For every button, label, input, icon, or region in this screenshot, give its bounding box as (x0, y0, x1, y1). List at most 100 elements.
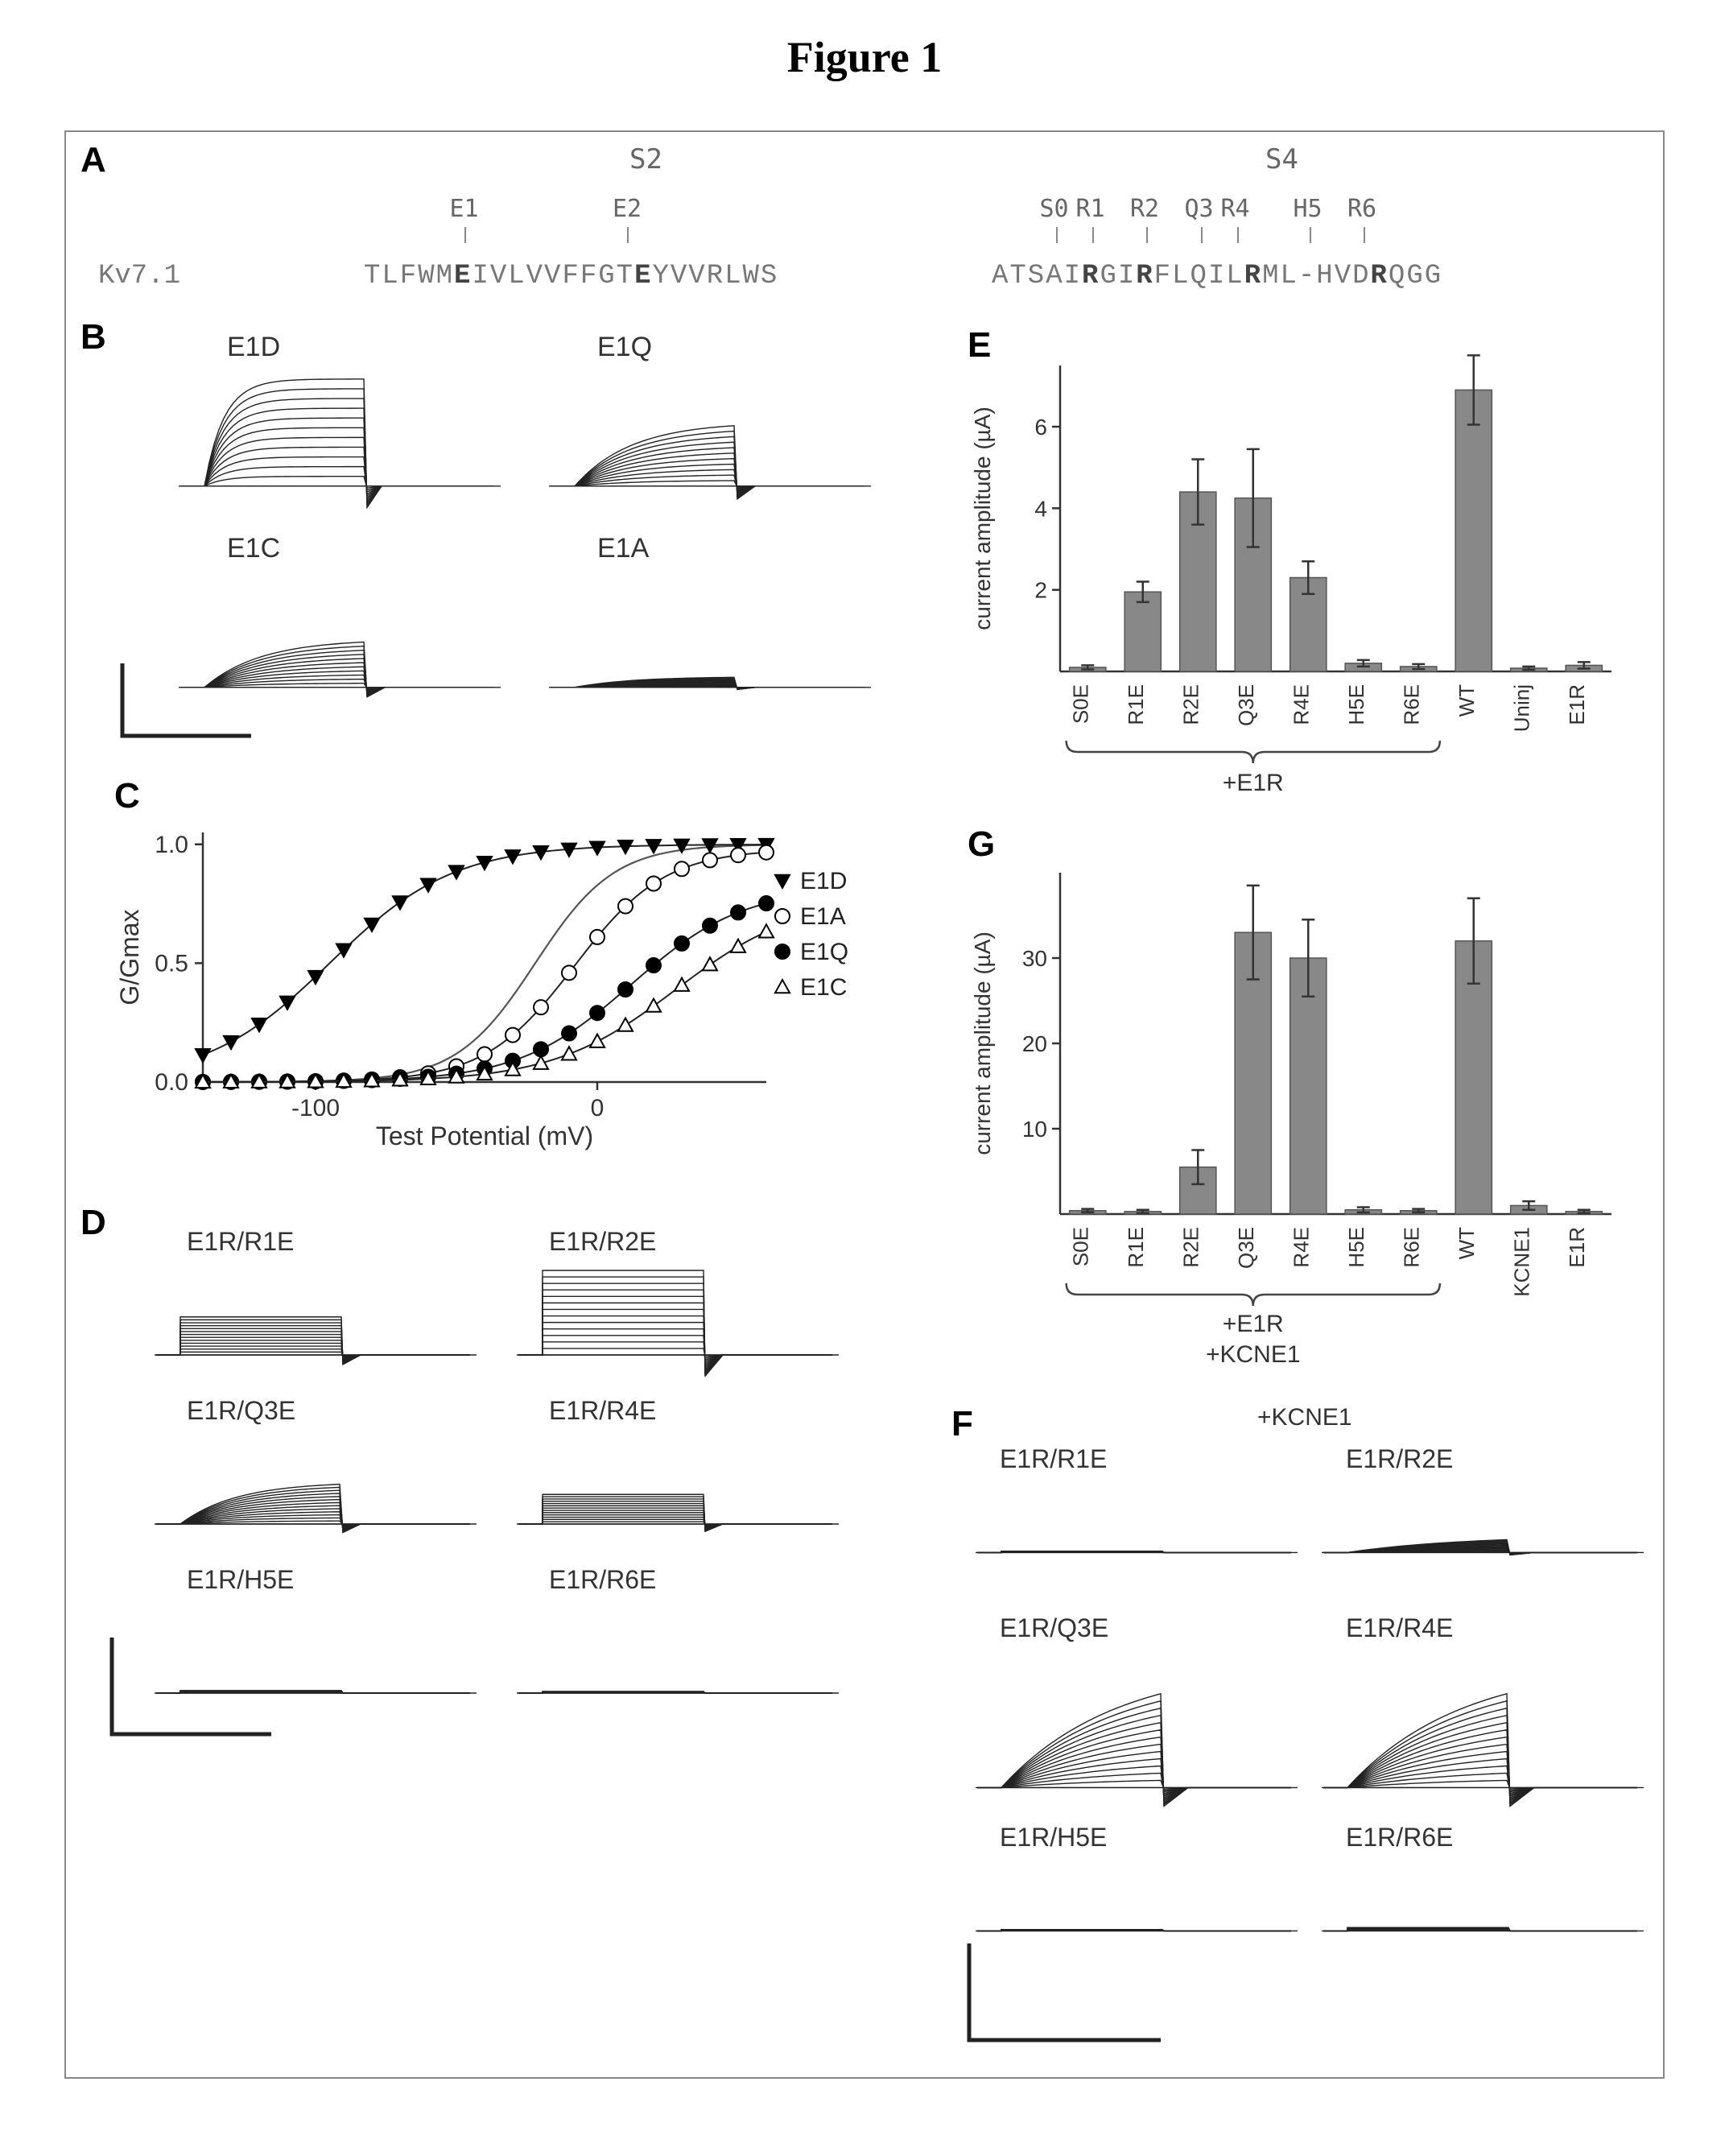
panel-f-header: +KCNE1 (1257, 1404, 1352, 1431)
svg-text:Q3E: Q3E (1234, 1227, 1258, 1269)
svg-text:4: 4 (1034, 496, 1047, 521)
trace-label: E1R/R4E (1346, 1613, 1453, 1643)
svg-text:R6E: R6E (1399, 1227, 1423, 1268)
trace-label: E1Q (597, 332, 652, 363)
seq-tick (1364, 227, 1365, 243)
svg-text:20: 20 (1022, 1031, 1047, 1056)
seq-tick (1237, 227, 1239, 243)
trace-label: E1A (597, 533, 649, 564)
svg-text:Test Potential (mV): Test Potential (mV) (376, 1121, 593, 1150)
svg-text:S0E: S0E (1068, 684, 1092, 724)
svg-text:R6E: R6E (1399, 684, 1423, 725)
svg-text:E1R: E1R (1565, 1227, 1589, 1268)
trace-family (155, 1256, 477, 1377)
trace-label: E1R/H5E (1000, 1823, 1107, 1852)
svg-text:R1E: R1E (1124, 1227, 1148, 1268)
trace-family (976, 1473, 1298, 1570)
svg-text:WT: WT (1455, 1227, 1479, 1260)
seq-tick (1146, 227, 1148, 243)
svg-text:E1Q: E1Q (800, 939, 848, 965)
figure-container: A S2 S4 Kv7.1 TLFWMEIVLVVFFGTEYVVRLWS AT… (64, 130, 1665, 2079)
trace-family (155, 1594, 477, 1715)
trace-family (976, 1852, 1298, 1948)
seq-position-label: R1 (1076, 195, 1105, 223)
kv-label: Kv7.1 (98, 261, 180, 291)
panel-c-chart: 0.0 0.5 1.0 -100 0 G/Gmax Test Potential (mV) E… (114, 816, 919, 1159)
svg-text:30: 30 (1022, 946, 1047, 971)
s4-sequence: ATSAIRGIRFLQILRML-HVDRQGG (992, 261, 1442, 291)
s4-header: S4 (1265, 143, 1298, 176)
svg-text:R2E: R2E (1178, 1227, 1203, 1268)
trace-label: E1R/R6E (1346, 1823, 1453, 1852)
trace-family (517, 1256, 839, 1377)
svg-text:Uninj: Uninj (1509, 684, 1533, 732)
svg-text:10: 10 (1022, 1117, 1047, 1142)
seq-position-label: S0 (1040, 195, 1069, 223)
svg-text:S0E: S0E (1068, 1227, 1092, 1266)
trace-family (976, 1642, 1298, 1819)
trace-family (1322, 1473, 1644, 1570)
svg-text:-100: -100 (291, 1095, 340, 1121)
svg-text:0.0: 0.0 (155, 1069, 188, 1096)
svg-text:R2E: R2E (1178, 684, 1203, 725)
trace-label: E1R/R4E (549, 1396, 656, 1426)
trace-family (517, 1425, 839, 1546)
trace-family (1322, 1642, 1644, 1819)
svg-text:G/Gmax: G/Gmax (115, 909, 144, 1005)
svg-text:0: 0 (591, 1095, 605, 1121)
s2-header: S2 (629, 143, 662, 176)
trace-label: E1R/H5E (187, 1565, 294, 1595)
panel-f-label: F (951, 1404, 973, 1444)
svg-text:+KCNE1: +KCNE1 (1206, 1341, 1301, 1364)
seq-tick (627, 227, 629, 243)
svg-text:Q3E: Q3E (1234, 684, 1258, 726)
seq-position-label: R6 (1347, 195, 1376, 223)
trace-label: E1R/R1E (187, 1227, 294, 1257)
seq-position-label: H5 (1294, 195, 1323, 223)
svg-text:1.0: 1.0 (155, 832, 188, 858)
svg-text:6: 6 (1034, 415, 1047, 440)
trace-label: E1C (227, 533, 280, 564)
seq-position-label: R4 (1221, 195, 1250, 223)
svg-text:E1C: E1C (800, 974, 847, 1001)
trace-label: E1R/Q3E (1000, 1613, 1108, 1643)
s2-sequence: TLFWMEIVLVVFFGTEYVVRLWS (364, 261, 778, 291)
panel-a-label: A (80, 140, 106, 180)
trace-family (179, 361, 501, 514)
seq-tick (1092, 227, 1094, 243)
trace-label: E1D (227, 332, 280, 363)
svg-text:0.5: 0.5 (155, 950, 188, 977)
svg-text:E1D: E1D (800, 868, 847, 894)
svg-text:current amplitude (µA): current amplitude (µA) (970, 407, 995, 630)
trace-label: E1R/R6E (549, 1565, 656, 1595)
seq-position-label: E1 (450, 195, 479, 223)
seq-position-label: Q3 (1185, 195, 1214, 223)
panel-c-label: C (114, 776, 140, 816)
panel-d-label: D (80, 1203, 106, 1243)
trace-family (549, 562, 871, 715)
svg-text:R1E: R1E (1124, 684, 1148, 725)
svg-text:+E1R: +E1R (1223, 1311, 1284, 1337)
trace-label: E1R/R2E (1346, 1444, 1453, 1474)
panel-e-chart: 246current amplitude (µA)S0ER1ER2EQ3ER4E… (968, 341, 1628, 796)
seq-tick (1310, 227, 1311, 243)
svg-text:H5E: H5E (1344, 1227, 1368, 1268)
trace-label: E1R/Q3E (187, 1396, 295, 1426)
svg-text:+E1R: +E1R (1223, 770, 1284, 792)
svg-text:current amplitude (µA): current amplitude (µA) (970, 931, 995, 1155)
trace-family (179, 562, 501, 715)
seq-position-label: R2 (1130, 195, 1159, 223)
trace-family (517, 1594, 839, 1715)
svg-text:2: 2 (1034, 578, 1047, 603)
svg-text:E1R: E1R (1565, 684, 1589, 725)
trace-family (155, 1425, 477, 1546)
svg-text:R4E: R4E (1289, 1227, 1313, 1268)
seq-tick (1056, 227, 1058, 243)
seq-position-label: E2 (613, 195, 642, 223)
panel-g-chart: 10 20 30 current amplitude (µA) S0E R1E R2E Q3E… (968, 849, 1628, 1368)
panel-b-label: B (80, 317, 106, 357)
trace-family (1322, 1852, 1644, 1948)
seq-tick (464, 227, 466, 243)
svg-text:H5E: H5E (1344, 684, 1368, 725)
figure-title: Figure 1 (64, 32, 1665, 82)
